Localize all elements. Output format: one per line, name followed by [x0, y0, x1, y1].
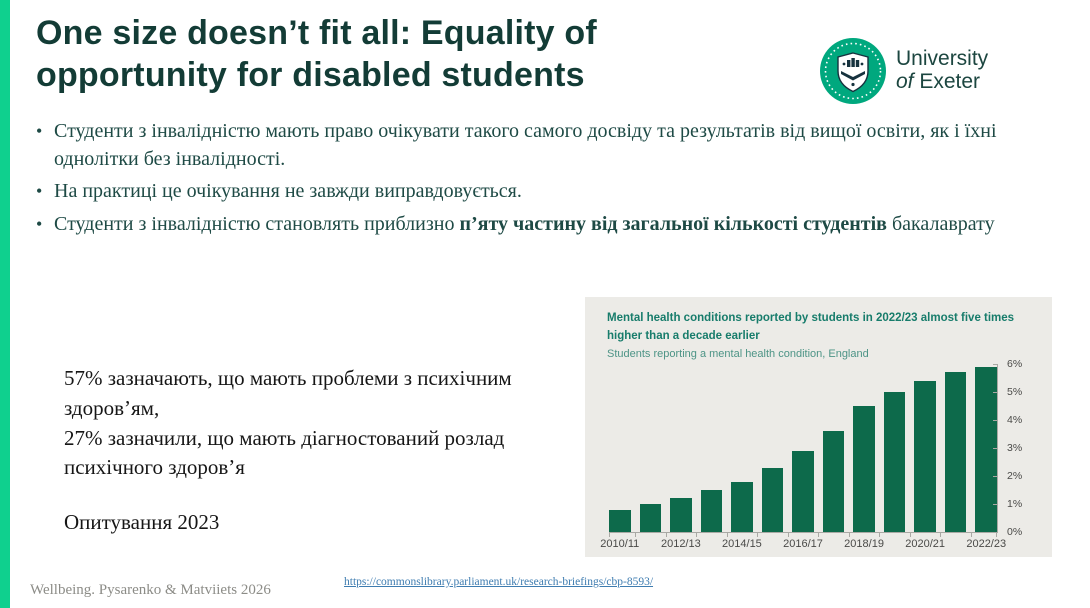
x-tick-label: 2018/19	[844, 538, 884, 550]
y-tick-label: 3%	[1007, 442, 1023, 454]
x-axis-tick	[787, 533, 789, 537]
chart-bar	[609, 509, 631, 532]
chart-bar	[700, 490, 723, 532]
bullet-list: • Студенти з інвалідністю мають право оч…	[36, 118, 1026, 243]
x-axis-tick	[696, 533, 698, 537]
page-title: One size doesn’t fit all: Equality of op…	[36, 14, 597, 95]
bullet-3-prefix: Студенти з інвалідністю становлять прибл…	[54, 212, 460, 235]
bullet-3-bold: п’яту частину від загальної кількості ст…	[459, 212, 887, 235]
y-tick-label: 1%	[1007, 498, 1023, 511]
bullet-text-3: Студенти з інвалідністю становлять прибл…	[54, 211, 1026, 239]
source-link[interactable]: https://commonslibrary.parliament.uk/res…	[344, 576, 654, 588]
x-axis-tick	[757, 533, 759, 537]
y-tick	[993, 363, 998, 365]
x-axis-tick	[879, 533, 881, 537]
chart-card: Mental health conditions reported by stu…	[585, 297, 1052, 557]
bullet-marker: •	[36, 181, 43, 202]
y-tick-label: 6%	[1007, 358, 1023, 370]
left-accent-bar	[0, 0, 10, 608]
y-tick-label: 4%	[1007, 414, 1023, 427]
x-axis-tick	[940, 533, 942, 537]
y-tick-label: 0%	[1007, 526, 1023, 538]
y-tick-label: 5%	[1007, 386, 1023, 398]
y-tick	[993, 447, 998, 449]
bullet-text-1: Студенти з інвалідністю мають право очік…	[54, 120, 997, 170]
y-tick	[993, 391, 998, 393]
wordmark-line2: of Exeter	[896, 70, 988, 94]
bullet-text-2: На практиці це очікування не завжди випр…	[54, 180, 522, 203]
survey-label: Опитування 2023	[64, 510, 220, 534]
bullet-marker: •	[36, 121, 43, 141]
x-axis-tick	[996, 533, 997, 537]
x-tick-label: 2020/21	[905, 538, 946, 550]
x-tick-label: 2010/11	[600, 538, 640, 550]
y-tick	[993, 419, 998, 421]
bullet-item-1: • Студенти з інвалідністю мають право оч…	[36, 118, 1026, 173]
wordmark-line1: University	[896, 47, 989, 71]
chart-x-ticks	[609, 533, 997, 537]
y-tick	[993, 475, 998, 477]
chart-x-labels: 2010/11 2012/13 2014/15 2016/17 2018/19 2020/…	[600, 538, 1006, 552]
stat-line-2: 27% зазначили, що мають діагностований р…	[64, 425, 505, 480]
bullet-marker: •	[36, 213, 43, 234]
bullet-3-suffix: бакалаврату	[886, 212, 995, 235]
exeter-wordmark: University of Exeter	[896, 48, 988, 93]
chart-bar	[914, 380, 936, 532]
x-axis-tick	[635, 533, 637, 537]
chart-plot	[609, 364, 997, 533]
x-axis-tick	[970, 533, 972, 537]
exeter-crest-icon	[820, 38, 886, 104]
wordmark-exeter: Exeter	[913, 70, 981, 93]
x-axis-tick	[909, 533, 911, 537]
bullet-item-3: • Студенти з інвалідністю становлять при…	[36, 211, 1026, 239]
stat-line-1: 57% зазначають, що мають проблеми з псих…	[64, 366, 512, 420]
x-tick-label: 2016/17	[783, 538, 823, 550]
y-tick	[993, 531, 998, 533]
x-axis-tick	[665, 533, 667, 537]
chart-bar	[975, 366, 997, 532]
x-tick-label: 2014/15	[722, 538, 762, 550]
y-tick	[993, 503, 998, 505]
chart-bar	[731, 481, 753, 532]
x-tick-label: 2022/23	[966, 538, 1007, 550]
university-of-exeter-logo: University of Exeter	[820, 38, 988, 104]
chart-title: Mental health conditions reported by stu…	[607, 312, 1015, 342]
x-axis-tick	[609, 533, 610, 537]
x-axis-tick	[726, 533, 728, 537]
y-tick-label: 2%	[1007, 470, 1023, 483]
chart-bar	[944, 372, 967, 532]
chart-bar	[670, 498, 692, 532]
chart-y-axis: 0% 1% 2% 3% 4% 5% 6%	[993, 358, 1042, 538]
stats-block: 57% зазначають, що мають проблеми з псих…	[64, 364, 554, 483]
x-axis-tick	[818, 533, 820, 537]
chart-bar	[792, 450, 814, 532]
x-tick-label: 2012/13	[660, 538, 701, 550]
x-axis-tick	[848, 533, 850, 537]
wordmark-of: of	[896, 70, 914, 93]
chart-bar	[883, 392, 906, 532]
chart-bar	[853, 406, 875, 532]
chart-bar	[822, 431, 845, 532]
chart-bar	[639, 504, 662, 532]
attribution-text: Wellbeing. Pysarenko & Matviiets 2026	[30, 582, 271, 598]
chart-bar	[761, 467, 784, 532]
chart-subtitle: Students reporting a mental health condi…	[607, 347, 869, 360]
bullet-item-2: • На практиці це очікування не завжди ви…	[36, 178, 1026, 206]
